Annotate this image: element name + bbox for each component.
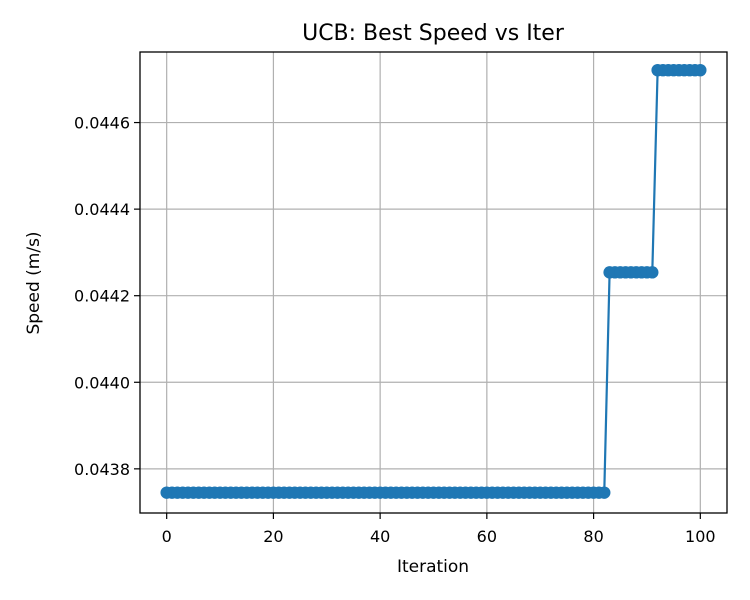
x-axis: 0 20 40 60 80 100	[162, 513, 716, 546]
x-tick-label: 80	[583, 527, 603, 546]
x-tick-label: 60	[477, 527, 497, 546]
y-tick-label: 0.0442	[74, 287, 130, 306]
y-axis-label: Speed (m/s)	[24, 231, 44, 334]
y-axis: 0.0438 0.0440 0.0442 0.0444 0.0446	[74, 114, 140, 479]
series-speed	[160, 63, 707, 499]
x-tick-label: 20	[263, 527, 283, 546]
x-tick-label: 100	[685, 527, 716, 546]
y-tick-label: 0.0446	[74, 114, 130, 133]
data-point	[598, 486, 611, 499]
x-tick-label: 40	[370, 527, 390, 546]
plot-frame	[139, 51, 728, 514]
x-axis-label: Iteration	[397, 557, 469, 577]
data-point	[646, 266, 659, 279]
y-tick-label: 0.0440	[74, 373, 130, 392]
grid	[140, 52, 727, 513]
chart-title: UCB: Best Speed vs Iter	[302, 21, 565, 46]
series-line	[166, 69, 701, 494]
data-point	[694, 63, 707, 77]
y-tick-label: 0.0444	[74, 200, 130, 219]
y-tick-label: 0.0438	[74, 460, 130, 479]
x-tick-label: 0	[162, 527, 172, 546]
